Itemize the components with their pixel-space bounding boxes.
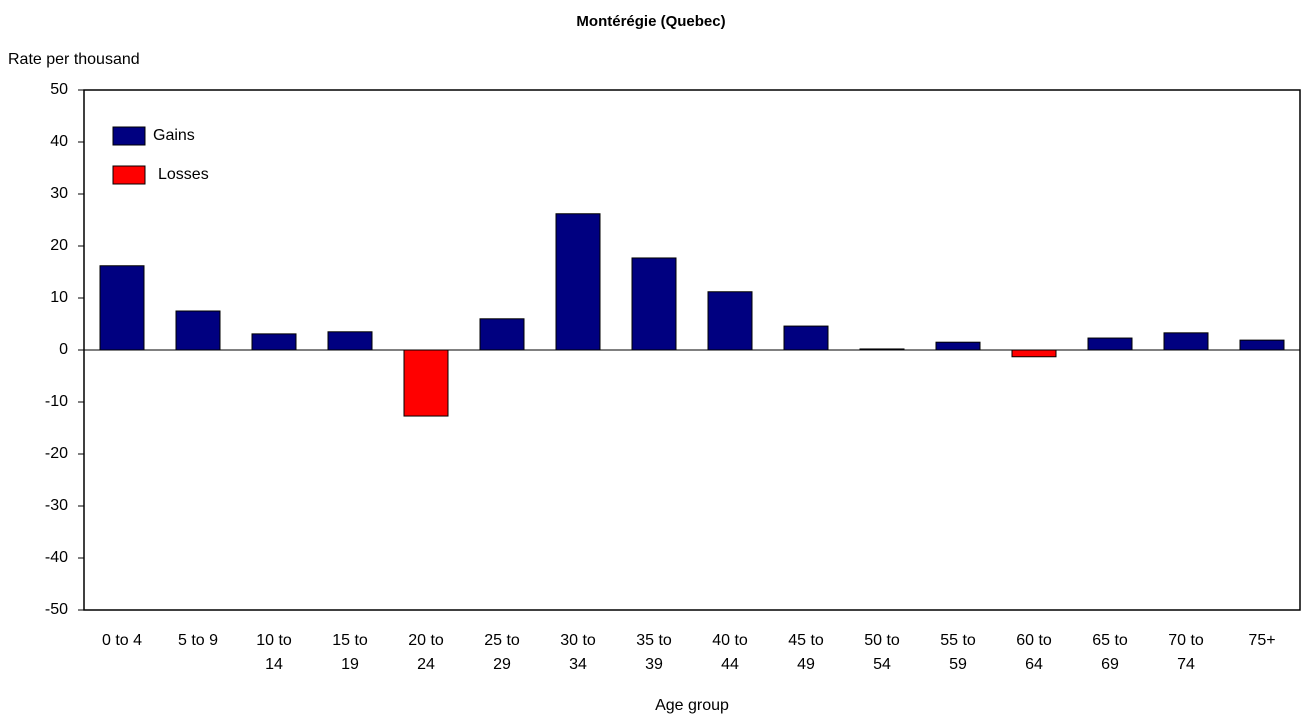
bar — [175, 310, 221, 351]
bar — [251, 333, 297, 351]
bar — [707, 291, 753, 351]
x-tick-label: 25 to 29 — [484, 632, 520, 673]
bar — [1163, 332, 1209, 351]
bar — [1239, 339, 1285, 351]
x-tick-label: 5 to 9 — [177, 632, 219, 649]
bar — [479, 318, 525, 351]
x-tick-label: 55 to 59 — [940, 632, 976, 673]
x-tick-label: 60 to 64 — [1016, 632, 1052, 673]
bar — [327, 331, 373, 351]
y-tick-label: -10 — [45, 393, 68, 410]
bar — [935, 341, 981, 351]
x-tick-label: 35 to 39 — [636, 632, 672, 673]
x-tick-label: 10 to 14 — [256, 632, 292, 673]
x-tick-label: 70 to 74 — [1168, 632, 1204, 673]
x-tick-label: 20 to 24 — [408, 632, 444, 673]
y-tick-label: -40 — [45, 549, 68, 566]
y-tick-label: -50 — [45, 601, 68, 618]
bar — [631, 257, 677, 351]
x-tick-label: 75+ — [1248, 632, 1276, 649]
y-tick-label: -20 — [45, 445, 68, 462]
x-tick-label: 40 to 44 — [712, 632, 748, 673]
bar — [99, 265, 145, 351]
bar — [555, 213, 601, 351]
x-tick-label: 15 to 19 — [332, 632, 368, 673]
x-tick-label: 50 to 54 — [864, 632, 900, 673]
bar — [783, 325, 829, 351]
bar — [403, 349, 449, 417]
x-tick-label: 65 to 69 — [1092, 632, 1128, 673]
x-axis-label: Age group — [655, 697, 729, 714]
chart-title: Montérégie (Quebec) — [576, 13, 725, 30]
bar — [1087, 337, 1133, 351]
legend-swatch — [112, 126, 146, 146]
y-tick-label: 30 — [50, 185, 68, 202]
y-tick-label: 20 — [50, 237, 68, 254]
x-tick-label: 0 to 4 — [101, 632, 143, 649]
y-axis-label: Rate per thousand — [8, 51, 140, 68]
y-tick-label: 10 — [50, 289, 68, 306]
y-tick-label: -30 — [45, 497, 68, 514]
y-tick-label: 0 — [59, 341, 68, 358]
bar — [1011, 349, 1057, 358]
y-tick-label: 40 — [50, 133, 68, 150]
x-tick-label: 30 to 34 — [560, 632, 596, 673]
legend-swatch — [112, 165, 146, 185]
legend-label: Gains — [153, 127, 195, 144]
x-tick-label: 45 to 49 — [788, 632, 824, 673]
y-tick-label: 50 — [50, 81, 68, 98]
legend-label: Losses — [158, 166, 209, 183]
